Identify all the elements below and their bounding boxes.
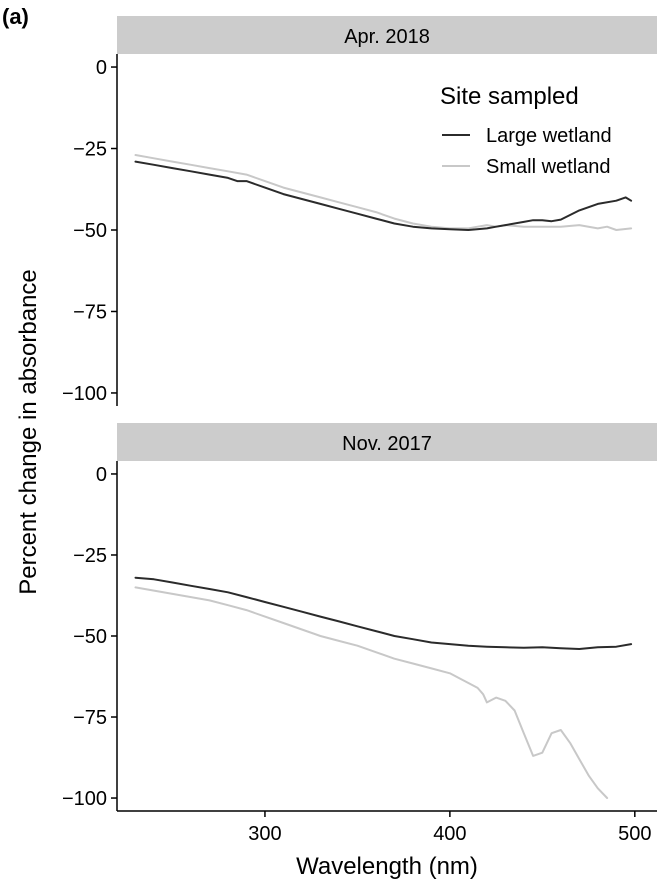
x-tick-label-300: 300	[248, 823, 281, 845]
y-tick-label-nov-2017-neg50: −50	[73, 626, 107, 648]
plot-layer: 0 −25 −50 −75 −100 0 −25 −50 −75 −100 300 400 500	[62, 54, 657, 845]
y-tick-label-nov-2017-neg75: −75	[73, 707, 107, 729]
x-tick-label-400: 400	[433, 823, 466, 845]
legend-title: Site sampled	[440, 83, 579, 110]
y-tick-label-apr-2018-neg100: −100	[62, 383, 107, 405]
y-tick-label-nov-2017-neg25: −25	[73, 545, 107, 567]
series-line-apr-2018-large-wetland	[134, 160, 633, 231]
legend: Site sampled Large wetland Small wetland	[440, 83, 612, 178]
x-tick-label-500: 500	[618, 823, 651, 845]
series-line-nov-2017-small-wetland	[134, 586, 609, 799]
legend-entry-small-wetland: Small wetland	[486, 156, 611, 178]
y-tick-label-apr-2018-neg25: −25	[73, 139, 107, 161]
series-line-apr-2018-small-wetland	[134, 154, 633, 231]
y-tick-label-nov-2017-neg100: −100	[62, 788, 107, 810]
y-tick-label-apr-2018-neg50: −50	[73, 220, 107, 242]
strip-apr-2018-bg	[117, 16, 657, 54]
y-tick-label-apr-2018-0: 0	[96, 57, 107, 79]
x-axis-label: Wavelength (nm)	[296, 853, 478, 880]
series-line-nov-2017-large-wetland	[134, 576, 633, 650]
legend-entry-large-wetland: Large wetland	[486, 125, 612, 147]
strip-apr-2018: Apr. 2018	[344, 26, 430, 48]
strip-nov-2017-bg	[117, 423, 657, 461]
y-tick-label-nov-2017-0: 0	[96, 464, 107, 486]
panel-label: (a)	[2, 4, 29, 29]
y-tick-label-apr-2018-neg75: −75	[73, 301, 107, 323]
strip-nov-2017: Nov. 2017	[342, 433, 432, 455]
y-axis-label: Percent change in absorbance	[15, 269, 42, 595]
